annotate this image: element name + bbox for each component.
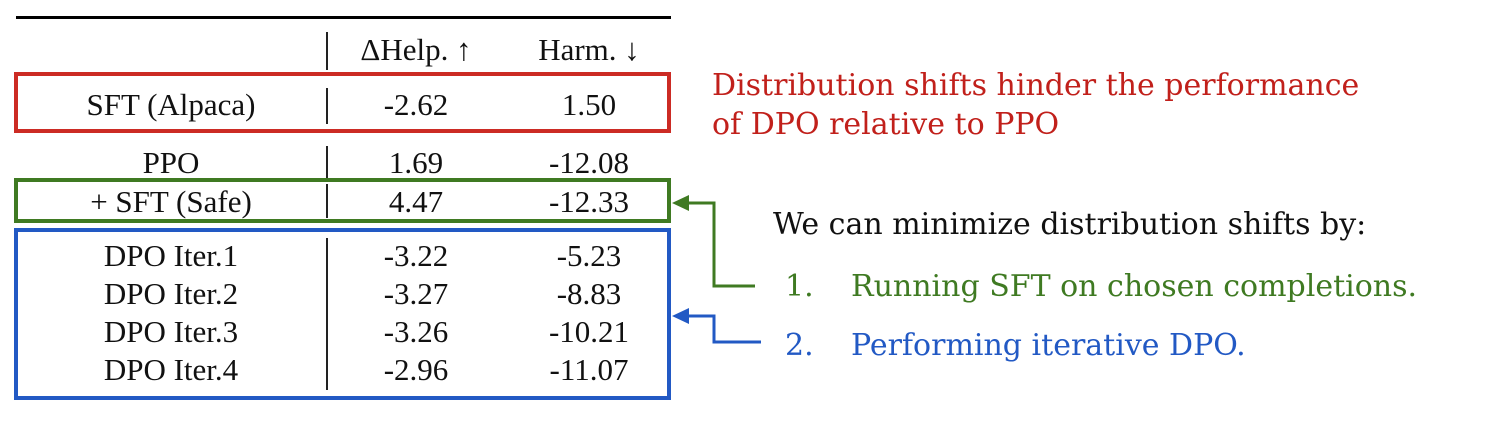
table-row-help: -3.22 <box>383 238 449 273</box>
table-row-method: DPO Iter.4 <box>103 352 239 387</box>
table-row-method: SFT (Alpaca) <box>86 87 256 122</box>
table-row-help: 4.47 <box>388 184 444 219</box>
blue-arrow <box>672 308 761 344</box>
table-row-help: -2.62 <box>383 87 449 122</box>
table-row-help: -3.26 <box>383 314 449 349</box>
table-row-method: DPO Iter.3 <box>103 314 239 349</box>
distribution-shift-note: Distribution shifts hinder the performan… <box>712 66 1359 144</box>
note-line-1: Distribution shifts hinder the performan… <box>712 68 1360 103</box>
green-arrow <box>672 195 755 288</box>
item-1-number: 1. <box>785 269 814 304</box>
minimize-intro: We can minimize distribution shifts by: <box>773 207 1367 242</box>
table-row-method: DPO Iter.2 <box>103 276 239 311</box>
table-row-help: -3.27 <box>383 276 449 311</box>
table-row-harm: -12.08 <box>548 145 630 180</box>
note-line-2: of DPO relative to PPO <box>712 107 1060 142</box>
table-row-method: + SFT (Safe) <box>90 184 252 219</box>
table-row-harm: -10.21 <box>548 314 630 349</box>
column-separator <box>326 32 328 70</box>
item-2-text: Performing iterative DPO. <box>851 328 1246 363</box>
header-help: ΔHelp. ↑ <box>360 32 472 67</box>
highlight-box-sft-safe <box>14 178 671 223</box>
column-separator <box>326 184 328 218</box>
table-row-harm: -11.07 <box>549 352 629 387</box>
highlight-box-sft-alpaca <box>14 72 671 133</box>
header-harm: Harm. ↓ <box>538 32 640 67</box>
column-separator <box>326 146 328 178</box>
item-2-number: 2. <box>785 328 814 363</box>
table-row-method: PPO <box>142 145 200 180</box>
table-row-harm: 1.50 <box>561 87 617 122</box>
table-row-harm: -12.33 <box>548 184 630 219</box>
table-row-help: 1.69 <box>388 145 444 180</box>
table-row-harm: -5.23 <box>556 238 622 273</box>
column-separator <box>326 238 328 390</box>
table-top-rule <box>16 16 671 19</box>
column-separator <box>326 88 328 124</box>
item-1-text: Running SFT on chosen completions. <box>851 269 1418 304</box>
table-row-harm: -8.83 <box>556 276 622 311</box>
table-row-method: DPO Iter.1 <box>103 238 239 273</box>
highlight-box-dpo-iterations <box>14 228 671 400</box>
table-row-help: -2.96 <box>383 352 449 387</box>
